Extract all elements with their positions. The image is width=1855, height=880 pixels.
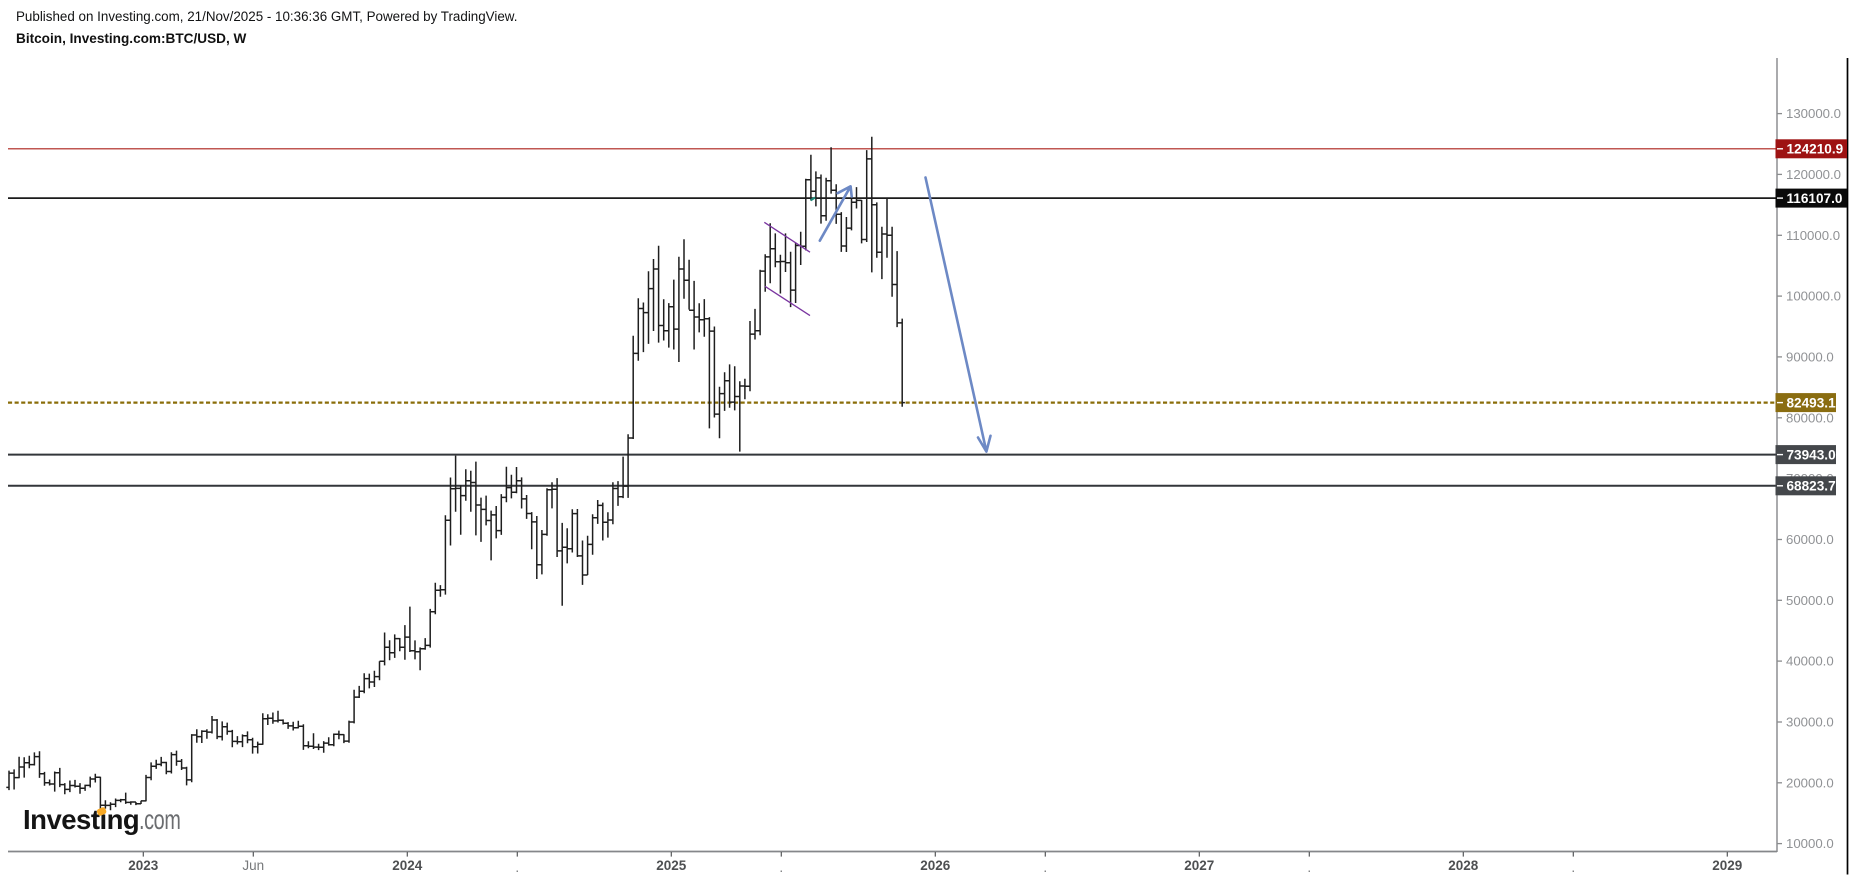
svg-text:130000.0: 130000.0 xyxy=(1786,106,1841,121)
svg-text:10000.0: 10000.0 xyxy=(1786,836,1834,851)
svg-text:.: . xyxy=(779,860,783,875)
svg-text:2027: 2027 xyxy=(1184,858,1214,873)
svg-text:90000.0: 90000.0 xyxy=(1786,350,1834,365)
svg-text:Jun: Jun xyxy=(242,858,264,873)
svg-text:20000.0: 20000.0 xyxy=(1786,775,1834,790)
svg-text:2026: 2026 xyxy=(920,858,951,873)
svg-text:2025: 2025 xyxy=(656,858,687,873)
svg-text:2029: 2029 xyxy=(1712,858,1742,873)
svg-text:73943.0: 73943.0 xyxy=(1787,447,1836,462)
svg-text:110000.0: 110000.0 xyxy=(1786,228,1840,243)
svg-text:82493.1: 82493.1 xyxy=(1787,395,1837,410)
svg-text:50000.0: 50000.0 xyxy=(1786,593,1834,608)
svg-text:.: . xyxy=(515,860,519,875)
svg-text:.: . xyxy=(1043,860,1047,875)
svg-text:.: . xyxy=(1307,860,1311,875)
svg-text:.: . xyxy=(1571,860,1575,875)
svg-text:40000.0: 40000.0 xyxy=(1786,654,1834,669)
svg-text:80000.0: 80000.0 xyxy=(1786,410,1834,425)
svg-text:30000.0: 30000.0 xyxy=(1786,715,1834,730)
svg-text:100000.0: 100000.0 xyxy=(1786,289,1841,304)
svg-text:116107.0: 116107.0 xyxy=(1787,191,1843,206)
svg-text:2024: 2024 xyxy=(392,858,423,873)
svg-text:60000.0: 60000.0 xyxy=(1786,532,1834,547)
svg-text:68823.7: 68823.7 xyxy=(1787,479,1836,494)
svg-text:124210.9: 124210.9 xyxy=(1787,142,1844,157)
svg-text:2023: 2023 xyxy=(128,858,159,873)
svg-text:120000.0: 120000.0 xyxy=(1786,167,1841,182)
svg-text:2028: 2028 xyxy=(1448,858,1479,873)
